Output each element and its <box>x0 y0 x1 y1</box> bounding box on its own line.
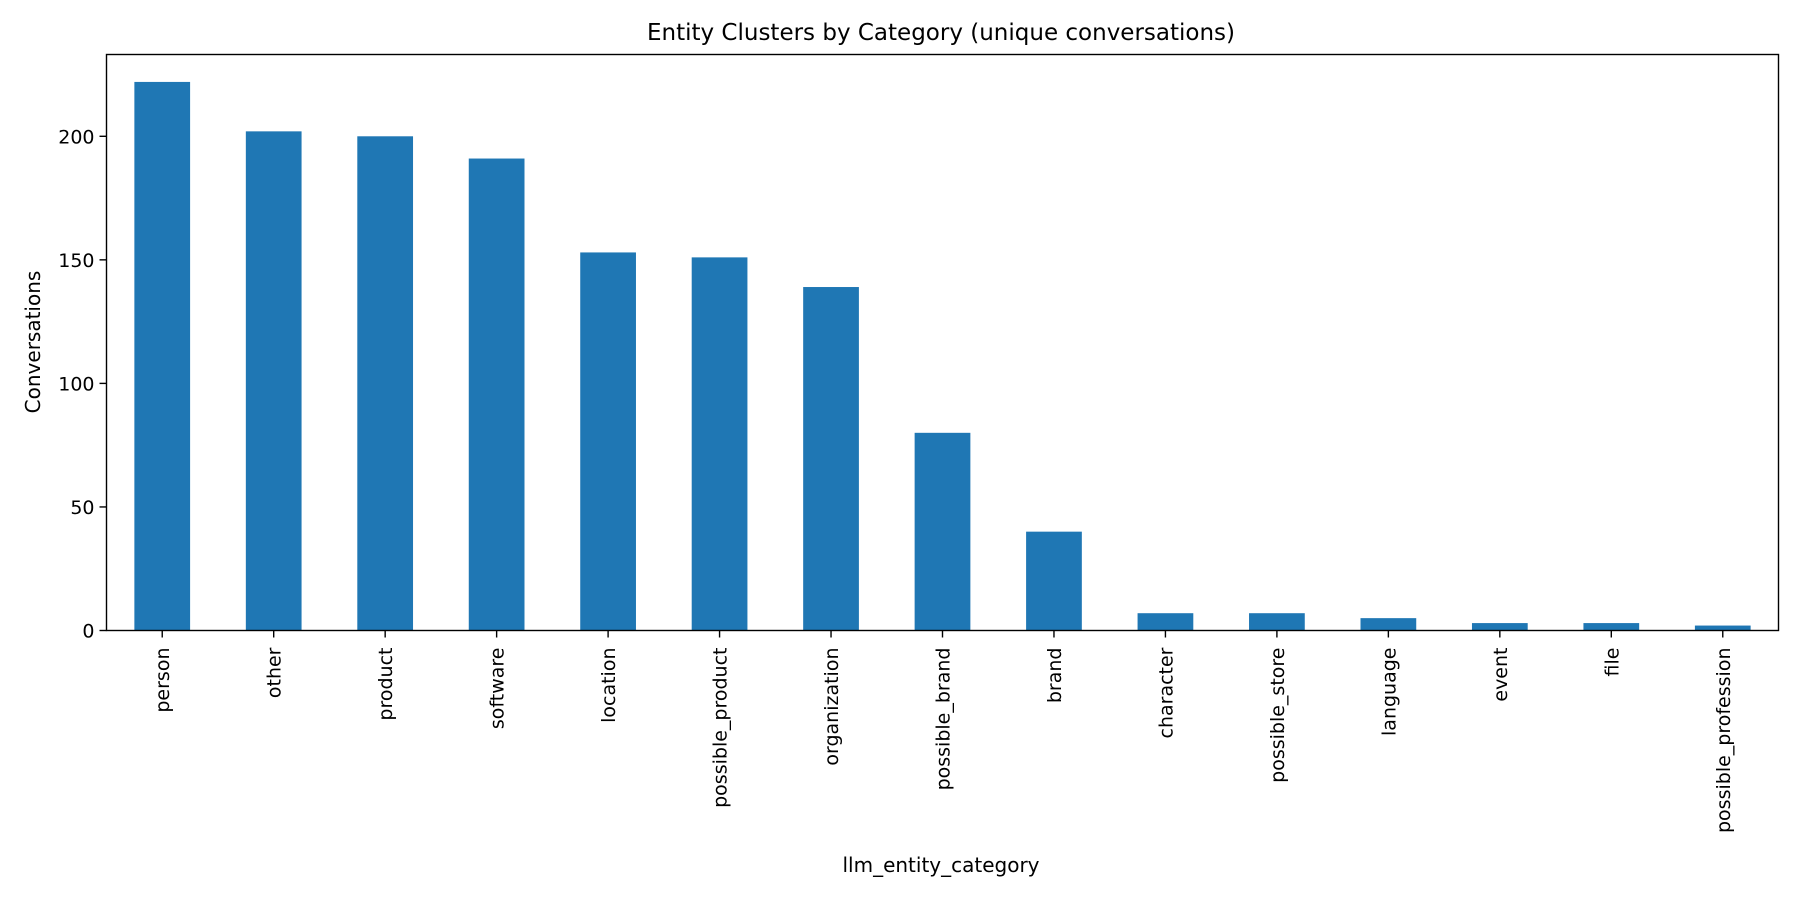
bar-language <box>1360 618 1417 631</box>
x-tick-label: brand <box>1044 648 1066 704</box>
x-tick-label: possible_profession <box>1713 648 1735 834</box>
bar-possible_store <box>1249 613 1305 631</box>
y-tick-label: 150 <box>58 250 94 272</box>
bar-group <box>134 81 1751 631</box>
bar-other <box>245 131 302 631</box>
y-tick-label: 50 <box>70 497 94 519</box>
x-tick-label: language <box>1378 648 1400 736</box>
x-tick-label: other <box>264 647 286 698</box>
bar-location <box>580 252 636 631</box>
y-tick-label: 100 <box>58 373 94 395</box>
bar-brand <box>1026 531 1082 631</box>
bar-organization <box>803 287 859 631</box>
bar-event <box>1471 623 1528 631</box>
x-tick-label: location <box>598 648 620 723</box>
y-axis-label: Conversations <box>21 271 45 414</box>
bar-possible_product <box>691 257 748 631</box>
bar-possible_profession <box>1694 625 1751 631</box>
y-axis: 0 50 100 150 200 <box>58 126 107 643</box>
bar-software <box>468 158 525 631</box>
x-tick-label: file <box>1601 648 1623 677</box>
x-tick-label: person <box>152 648 174 713</box>
x-axis-label: llm_entity_category <box>842 853 1039 877</box>
bar-person <box>134 81 191 631</box>
x-tick-label: possible_product <box>710 648 732 808</box>
bar-file <box>1583 623 1640 631</box>
x-tick-label: possible_store <box>1267 648 1289 783</box>
x-tick-label: possible_brand <box>933 648 955 791</box>
x-tick-label: organization <box>821 648 843 766</box>
x-tick-label: software <box>487 648 509 730</box>
chart-title: Entity Clusters by Category (unique conv… <box>647 20 1235 46</box>
bar-product <box>357 136 414 631</box>
bar-character <box>1137 613 1194 631</box>
bar-possible_brand <box>914 432 971 631</box>
x-tick-label: product <box>375 648 397 721</box>
y-tick-label: 0 <box>82 621 94 643</box>
y-tick-label: 200 <box>58 126 94 148</box>
x-tick-label: event <box>1490 648 1512 702</box>
x-tick-label: character <box>1155 647 1177 738</box>
x-axis: person other product software location possib… <box>152 630 1735 834</box>
